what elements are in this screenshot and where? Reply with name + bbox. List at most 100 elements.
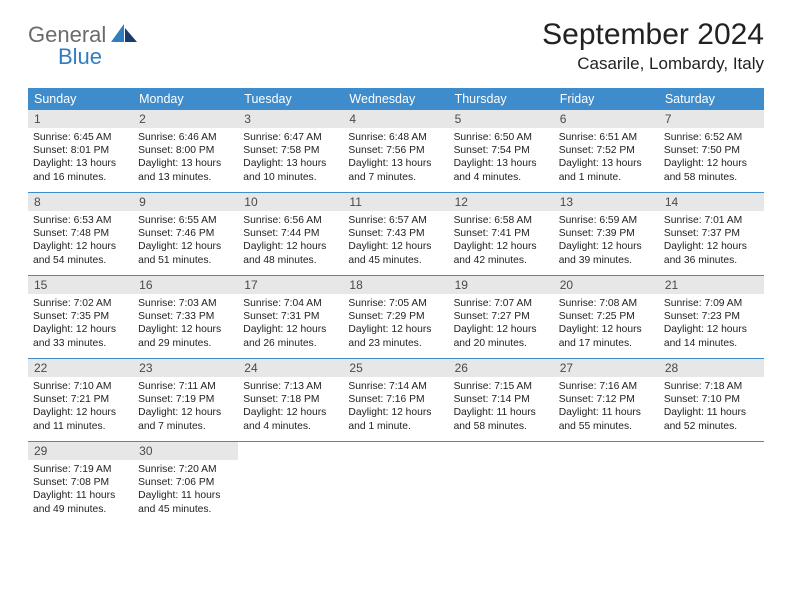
day-number: 2 (133, 110, 238, 128)
day-details: Sunrise: 7:20 AMSunset: 7:06 PMDaylight:… (133, 460, 238, 521)
location-label: Casarile, Lombardy, Italy (542, 54, 764, 74)
day-number: 4 (343, 110, 448, 128)
day-number: 8 (28, 193, 133, 211)
day-cell: 8Sunrise: 6:53 AMSunset: 7:48 PMDaylight… (28, 193, 133, 275)
day-number: 17 (238, 276, 343, 294)
day-details: Sunrise: 7:01 AMSunset: 7:37 PMDaylight:… (659, 211, 764, 272)
day-number: 28 (659, 359, 764, 377)
sunrise-line: Sunrise: 7:18 AM (664, 380, 759, 393)
day-cell: 27Sunrise: 7:16 AMSunset: 7:12 PMDayligh… (554, 359, 659, 441)
day-number: 26 (449, 359, 554, 377)
sunset-line: Sunset: 7:06 PM (138, 476, 233, 489)
sunrise-line: Sunrise: 7:16 AM (559, 380, 654, 393)
daylight-line: and 49 minutes. (33, 503, 128, 516)
day-number: 12 (449, 193, 554, 211)
day-number: 15 (28, 276, 133, 294)
day-cell: 24Sunrise: 7:13 AMSunset: 7:18 PMDayligh… (238, 359, 343, 441)
daylight-line: and 7 minutes. (138, 420, 233, 433)
sunset-line: Sunset: 7:44 PM (243, 227, 338, 240)
sunrise-line: Sunrise: 6:55 AM (138, 214, 233, 227)
sunset-line: Sunset: 7:52 PM (559, 144, 654, 157)
day-cell: 21Sunrise: 7:09 AMSunset: 7:23 PMDayligh… (659, 276, 764, 358)
sunrise-line: Sunrise: 6:48 AM (348, 131, 443, 144)
sunrise-line: Sunrise: 6:58 AM (454, 214, 549, 227)
daylight-line: and 23 minutes. (348, 337, 443, 350)
sunset-line: Sunset: 7:31 PM (243, 310, 338, 323)
calendar-grid: Sunday Monday Tuesday Wednesday Thursday… (28, 88, 764, 524)
day-details: Sunrise: 7:11 AMSunset: 7:19 PMDaylight:… (133, 377, 238, 438)
day-details: Sunrise: 6:47 AMSunset: 7:58 PMDaylight:… (238, 128, 343, 189)
day-details: Sunrise: 7:13 AMSunset: 7:18 PMDaylight:… (238, 377, 343, 438)
sunrise-line: Sunrise: 6:57 AM (348, 214, 443, 227)
day-cell: 7Sunrise: 6:52 AMSunset: 7:50 PMDaylight… (659, 110, 764, 192)
day-number: 9 (133, 193, 238, 211)
daylight-line: Daylight: 12 hours (559, 323, 654, 336)
day-details: Sunrise: 6:53 AMSunset: 7:48 PMDaylight:… (28, 211, 133, 272)
sunset-line: Sunset: 7:48 PM (33, 227, 128, 240)
day-header: Wednesday (343, 88, 448, 110)
sunset-line: Sunset: 7:43 PM (348, 227, 443, 240)
day-number: 13 (554, 193, 659, 211)
month-title: September 2024 (542, 18, 764, 52)
sunset-line: Sunset: 7:16 PM (348, 393, 443, 406)
sunrise-line: Sunrise: 7:10 AM (33, 380, 128, 393)
daylight-line: Daylight: 12 hours (138, 406, 233, 419)
daylight-line: and 4 minutes. (243, 420, 338, 433)
day-number: 11 (343, 193, 448, 211)
daylight-line: and 11 minutes. (33, 420, 128, 433)
day-cell: 29Sunrise: 7:19 AMSunset: 7:08 PMDayligh… (28, 442, 133, 524)
daylight-line: Daylight: 13 hours (243, 157, 338, 170)
day-number: 1 (28, 110, 133, 128)
daylight-line: and 13 minutes. (138, 171, 233, 184)
sunset-line: Sunset: 7:14 PM (454, 393, 549, 406)
day-details: Sunrise: 6:57 AMSunset: 7:43 PMDaylight:… (343, 211, 448, 272)
daylight-line: and 4 minutes. (454, 171, 549, 184)
day-header: Thursday (449, 88, 554, 110)
daylight-line: Daylight: 12 hours (559, 240, 654, 253)
daylight-line: Daylight: 12 hours (243, 323, 338, 336)
daylight-line: and 33 minutes. (33, 337, 128, 350)
day-number: 30 (133, 442, 238, 460)
day-cell: 25Sunrise: 7:14 AMSunset: 7:16 PMDayligh… (343, 359, 448, 441)
day-cell: 12Sunrise: 6:58 AMSunset: 7:41 PMDayligh… (449, 193, 554, 275)
day-number (449, 442, 554, 446)
daylight-line: and 17 minutes. (559, 337, 654, 350)
day-number (238, 442, 343, 446)
daylight-line: and 45 minutes. (348, 254, 443, 267)
day-cell: 1Sunrise: 6:45 AMSunset: 8:01 PMDaylight… (28, 110, 133, 192)
calendar-page: General Blue September 2024 Casarile, Lo… (0, 0, 792, 524)
day-cell: 6Sunrise: 6:51 AMSunset: 7:52 PMDaylight… (554, 110, 659, 192)
sunrise-line: Sunrise: 7:01 AM (664, 214, 759, 227)
header: General Blue September 2024 Casarile, Lo… (28, 18, 764, 74)
sunset-line: Sunset: 7:46 PM (138, 227, 233, 240)
daylight-line: Daylight: 11 hours (664, 406, 759, 419)
day-details: Sunrise: 7:14 AMSunset: 7:16 PMDaylight:… (343, 377, 448, 438)
day-header: Monday (133, 88, 238, 110)
day-number: 14 (659, 193, 764, 211)
daylight-line: and 58 minutes. (454, 420, 549, 433)
day-number: 22 (28, 359, 133, 377)
sunset-line: Sunset: 7:37 PM (664, 227, 759, 240)
brand-logo: General Blue (28, 18, 137, 68)
day-number: 29 (28, 442, 133, 460)
daylight-line: Daylight: 13 hours (559, 157, 654, 170)
day-number (554, 442, 659, 446)
sunset-line: Sunset: 8:00 PM (138, 144, 233, 157)
day-details: Sunrise: 7:03 AMSunset: 7:33 PMDaylight:… (133, 294, 238, 355)
daylight-line: and 45 minutes. (138, 503, 233, 516)
day-details: Sunrise: 7:04 AMSunset: 7:31 PMDaylight:… (238, 294, 343, 355)
day-header: Tuesday (238, 88, 343, 110)
day-details: Sunrise: 7:19 AMSunset: 7:08 PMDaylight:… (28, 460, 133, 521)
day-number: 18 (343, 276, 448, 294)
day-number: 3 (238, 110, 343, 128)
daylight-line: Daylight: 13 hours (454, 157, 549, 170)
day-number (659, 442, 764, 446)
sunrise-line: Sunrise: 6:53 AM (33, 214, 128, 227)
daylight-line: Daylight: 12 hours (454, 240, 549, 253)
daylight-line: Daylight: 11 hours (138, 489, 233, 502)
daylight-line: Daylight: 12 hours (664, 157, 759, 170)
day-details: Sunrise: 7:05 AMSunset: 7:29 PMDaylight:… (343, 294, 448, 355)
daylight-line: and 26 minutes. (243, 337, 338, 350)
day-header: Saturday (659, 88, 764, 110)
day-cell: 30Sunrise: 7:20 AMSunset: 7:06 PMDayligh… (133, 442, 238, 524)
